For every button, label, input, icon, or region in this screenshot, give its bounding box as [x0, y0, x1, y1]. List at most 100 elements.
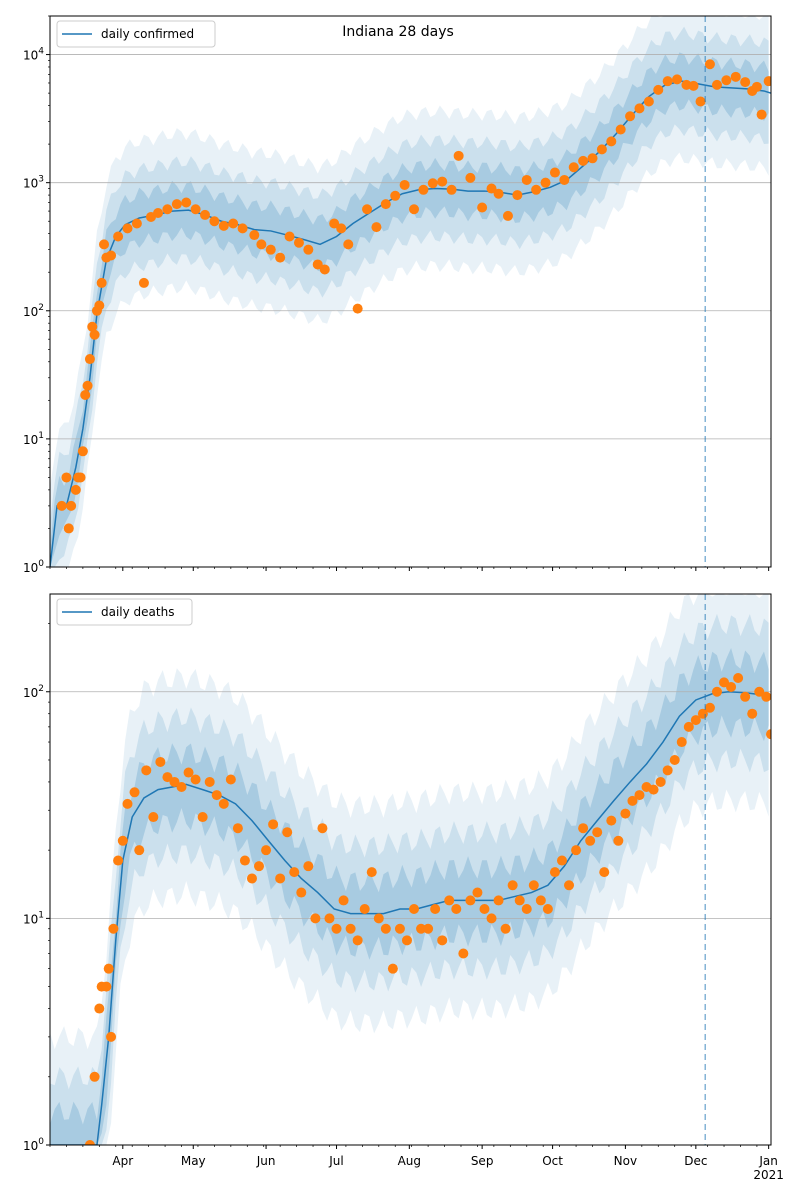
data-point — [197, 812, 208, 823]
data-point — [662, 76, 673, 87]
data-point — [756, 109, 767, 120]
data-point — [740, 77, 751, 88]
data-point — [479, 903, 490, 914]
data-point — [606, 136, 617, 147]
data-point — [655, 776, 666, 787]
confirmed-y-axis: 100 101 102 103 104 — [23, 15, 50, 575]
data-point — [585, 835, 596, 846]
data-point — [275, 873, 286, 884]
data-point — [324, 913, 335, 924]
data-point — [500, 923, 511, 934]
data-point — [380, 199, 391, 210]
data-point — [380, 923, 391, 934]
data-point — [265, 244, 276, 255]
data-point — [289, 867, 300, 878]
data-point — [176, 781, 187, 792]
data-point — [284, 231, 295, 242]
data-point — [113, 855, 124, 866]
data-point — [409, 204, 420, 215]
data-point — [634, 103, 645, 114]
data-point — [331, 923, 342, 934]
data-point — [338, 895, 349, 906]
data-point — [155, 756, 166, 767]
deaths-uncertainty-bands — [50, 594, 769, 1145]
y-tick-label: 102 — [23, 684, 44, 700]
data-point — [683, 721, 694, 732]
data-point — [662, 765, 673, 776]
data-point — [733, 673, 744, 684]
x-tick-label: Jul — [328, 1154, 343, 1168]
data-point — [564, 880, 575, 891]
data-point — [493, 895, 504, 906]
data-point — [465, 172, 476, 183]
data-point — [747, 708, 758, 719]
data-point — [82, 380, 93, 391]
x-tick-label: Sep — [471, 1154, 494, 1168]
data-point — [256, 239, 267, 250]
y-tick-label: 103 — [23, 175, 44, 191]
data-point — [521, 174, 532, 185]
data-point — [106, 250, 117, 261]
data-point — [254, 861, 265, 872]
data-point — [568, 162, 579, 173]
confirmed-legend: daily confirmed — [56, 20, 216, 48]
data-point — [84, 354, 95, 365]
x-tick-label: Jun — [256, 1154, 276, 1168]
data-point — [329, 218, 340, 229]
data-point — [437, 935, 448, 946]
data-point — [578, 155, 589, 166]
data-point — [101, 981, 112, 992]
data-point — [669, 754, 680, 765]
data-point — [704, 702, 715, 713]
data-point — [465, 895, 476, 906]
data-point — [228, 218, 239, 229]
data-point — [423, 923, 434, 934]
data-point — [204, 776, 215, 787]
data-point — [171, 199, 182, 210]
data-point — [695, 96, 706, 107]
data-point — [521, 903, 532, 914]
data-point — [56, 500, 67, 511]
data-point — [249, 230, 260, 241]
data-point — [343, 239, 354, 250]
data-point — [232, 823, 243, 834]
data-point — [61, 472, 72, 483]
data-point — [366, 867, 377, 878]
data-point — [117, 835, 128, 846]
data-point — [453, 150, 464, 161]
data-point — [502, 210, 513, 221]
data-point — [103, 963, 114, 974]
data-point — [89, 329, 100, 340]
data-point — [237, 223, 248, 234]
data-point — [704, 59, 715, 70]
data-point — [239, 855, 250, 866]
y-tick-label: 100 — [23, 559, 44, 575]
data-point — [138, 277, 149, 288]
deaths-observations — [84, 673, 771, 1145]
data-point — [218, 798, 229, 809]
data-point — [200, 209, 211, 220]
data-point — [225, 774, 236, 785]
confirmed-observations — [56, 59, 771, 534]
y-tick-label: 100 — [23, 1137, 44, 1153]
data-point — [493, 188, 504, 199]
confirmed-x-axis — [49, 567, 770, 571]
data-point — [148, 812, 159, 823]
data-point — [310, 913, 321, 924]
data-point — [477, 202, 488, 213]
legend-label-deaths: daily deaths — [101, 605, 174, 619]
data-point — [113, 231, 124, 242]
data-point — [409, 903, 420, 914]
data-point — [153, 207, 164, 218]
data-point — [312, 259, 323, 270]
data-point — [430, 903, 441, 914]
uncertainty-band-1 — [50, 594, 769, 1145]
data-point — [615, 124, 626, 135]
data-point — [458, 948, 469, 959]
uncertainty-band-3 — [50, 647, 769, 1145]
data-point — [540, 177, 551, 188]
data-point — [688, 80, 699, 91]
deaths-legend: daily deaths — [56, 598, 193, 626]
